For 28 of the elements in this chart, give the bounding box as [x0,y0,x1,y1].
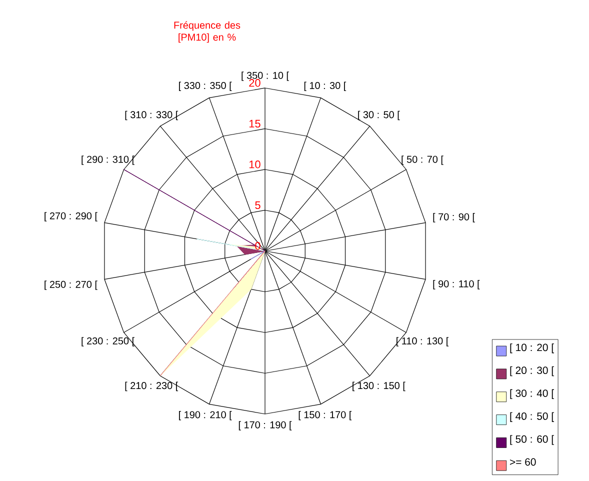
spoke-label: [ 150 : 170 [ [298,410,352,420]
spoke-label: [ 30 : 50 [ [358,110,400,120]
spoke-label: [ 230 : 250 [ [82,337,134,346]
legend-label: [ 10 : 20 [ [510,343,554,354]
y-tick-label: 20 [249,79,260,87]
spoke-label: [ 190 : 210 [ [179,410,232,420]
spoke-label: [ 310 : 330 [ [125,110,178,120]
spoke-label: [ 210 : 230 [ [125,382,178,392]
spoke-label: [ 50 : 70 [ [402,156,444,165]
spoke-label: [ 90 : 110 [ [433,280,480,290]
spoke-label: [ 330 : 350 [ [179,82,232,92]
spoke-label: [ 250 : 270 [ [44,280,98,290]
legend-label: [ 50 : 60 [ [510,435,554,445]
spoke-label: [ 170 : 190 [ [238,421,292,430]
y-tick-label: 10 [249,160,260,168]
spoke-label: [ 270 : 290 [ [44,212,98,222]
spoke-label: [ 130 : 150 [ [352,382,406,392]
y-tick-label: 5 [255,201,260,210]
y-tick-label: 15 [249,120,260,128]
spoke-label: [ 70 : 90 [ [433,213,475,222]
legend-label: [ 30 : 40 [ [510,389,554,400]
legend-label: >= 60 [510,458,536,466]
legend-label: [ 40 : 50 [ [510,412,554,422]
chart-title: Fréquence des [PM10] en % [174,21,240,43]
spoke-label: [ 290 : 310 [ [82,156,134,165]
spoke-label: [ 10 : 30 [ [304,82,346,92]
spoke-label: [ 110 : 130 [ [396,337,449,346]
legend-label: [ 20 : 30 [ [510,366,554,376]
